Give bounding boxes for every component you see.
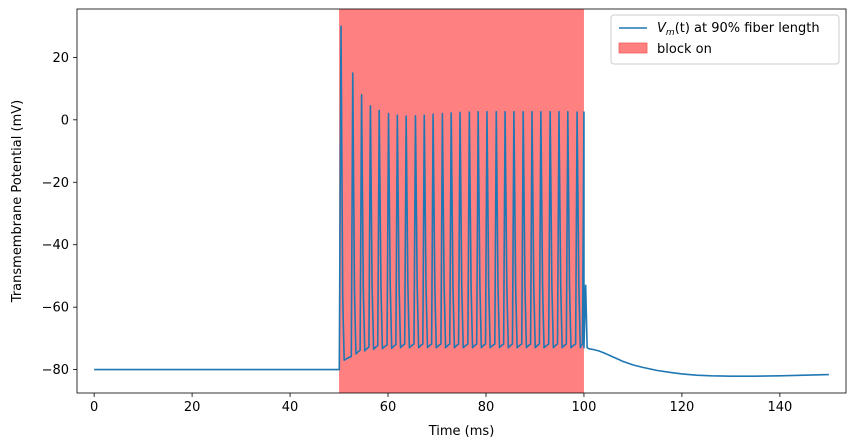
x-tick-label: 80 [478,400,495,415]
y-tick-label: −40 [42,238,69,253]
y-tick-label: −80 [42,363,69,378]
plot-area-frame [76,8,847,394]
y-tick-label: −20 [42,176,69,191]
series-layer [94,25,829,377]
legend-region-label: block on [657,42,712,57]
legend: Vm(t) at 90% fiber length block on [610,14,840,65]
legend-series-symbol: V [657,21,667,36]
legend-patch-swatch [618,42,648,54]
x-tick-label: 140 [767,400,792,415]
x-axis-label: Time (ms) [428,424,495,439]
y-axis-ticks: −80 −60 −40 −20 0 20 [42,51,77,378]
x-tick-label: 100 [572,400,597,415]
legend-series-label: Vm(t) at 90% fiber length [657,21,820,38]
y-axis-label: Transmembrane Potential (mV) [10,100,25,303]
legend-series-subscript: m [666,28,675,38]
legend-series-rest: (t) at 90% fiber length [675,21,820,36]
x-tick-label: 120 [669,400,694,415]
x-tick-label: 40 [282,400,299,415]
x-tick-label: 20 [184,400,201,415]
y-tick-label: 20 [52,51,69,66]
legend-box [610,14,840,65]
x-tick-label: 0 [90,400,98,415]
membrane-potential-line [94,25,829,377]
y-tick-label: 0 [61,113,69,128]
x-tick-label: 60 [380,400,397,415]
x-axis-ticks: 0 20 40 60 80 100 120 140 [90,393,792,415]
y-tick-label: −60 [42,301,69,316]
